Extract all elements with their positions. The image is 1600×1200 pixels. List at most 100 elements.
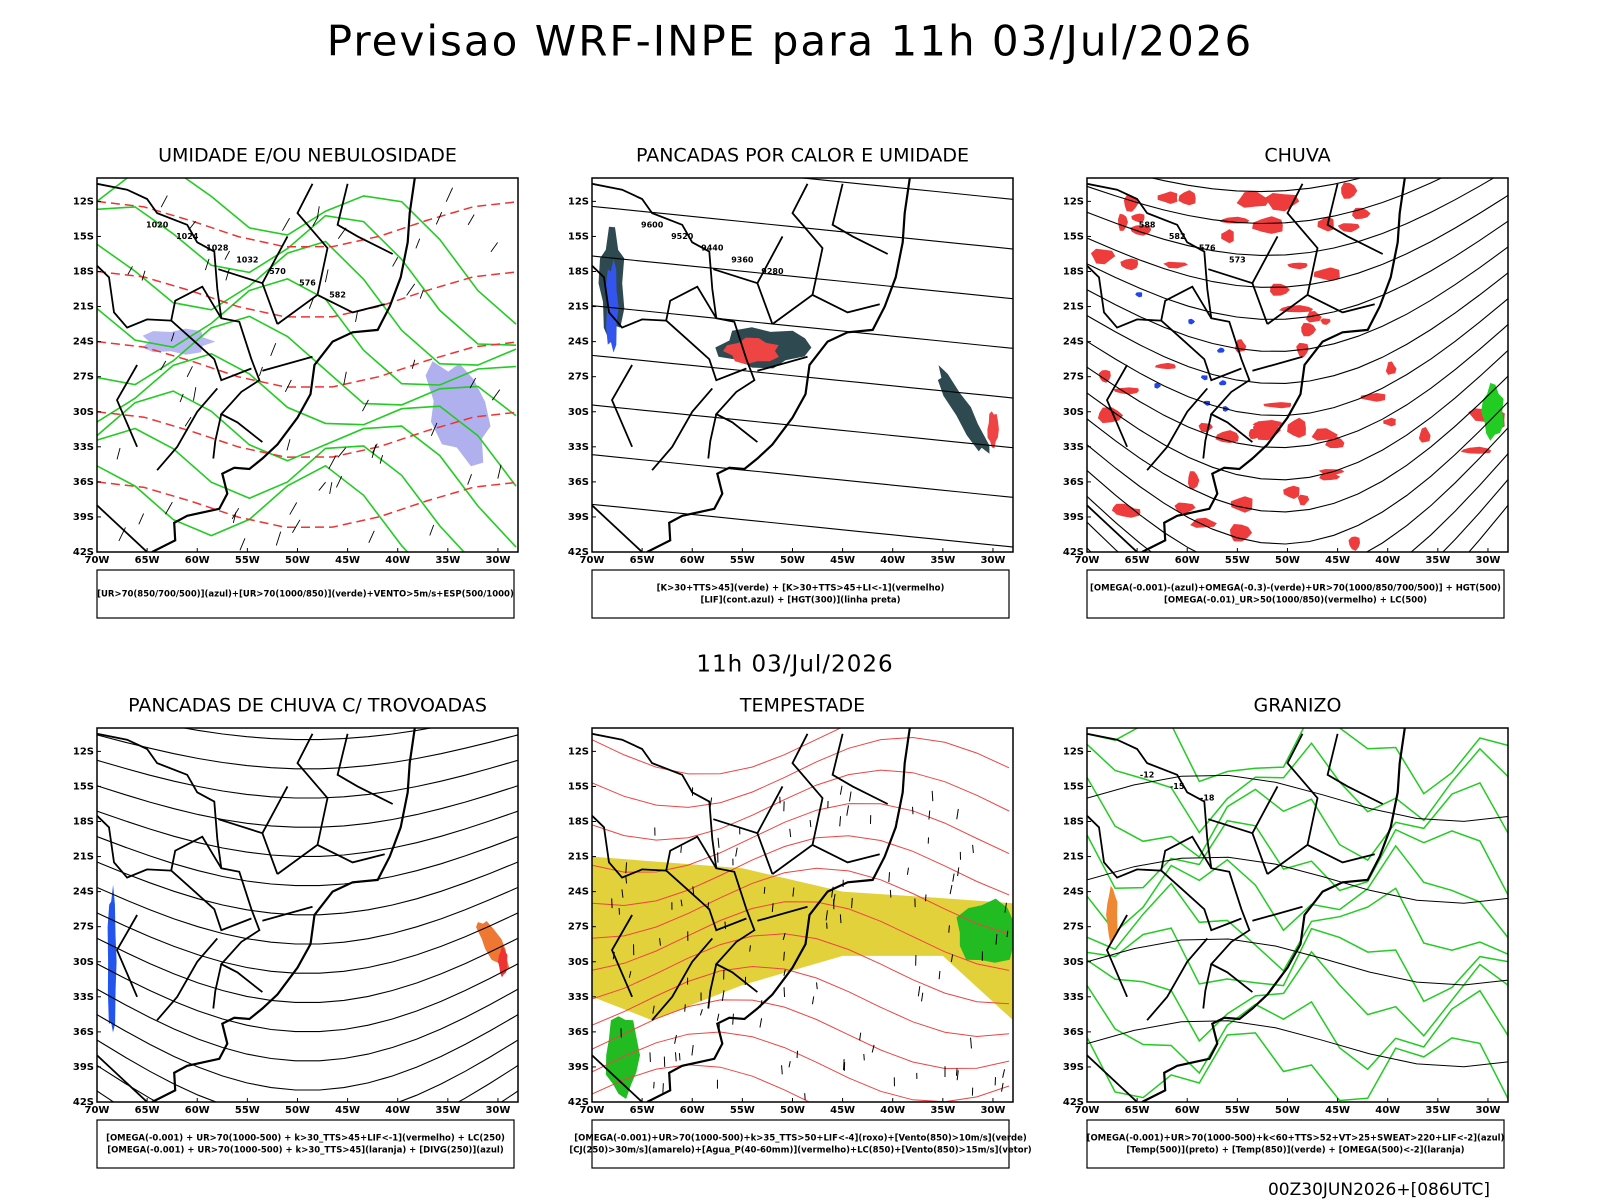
wind-vector [625, 862, 628, 874]
wind-vector [429, 524, 435, 536]
lat-label: 42S [1063, 547, 1084, 558]
border [757, 355, 808, 372]
rain-area [1320, 318, 1331, 325]
map-frame [591, 177, 1014, 553]
lat-label: 24S [568, 337, 589, 348]
streamline [97, 835, 518, 887]
rain-area [1283, 485, 1300, 499]
streamline [181, 728, 434, 741]
wind-vector [995, 933, 998, 945]
wind-vector [292, 519, 301, 533]
wind-vector [337, 447, 347, 458]
run-info: 00Z30JUN2026+[086UTC] [1268, 1180, 1490, 1200]
map [1087, 728, 1508, 1102]
border [713, 268, 774, 325]
wind-vector [328, 455, 337, 470]
rain-area [1252, 420, 1284, 427]
lat-label: 33S [73, 992, 94, 1003]
instability-area [605, 259, 619, 353]
wind-vector [948, 925, 950, 933]
legend-text: [OMEGA(-0.001) + UR>70(1000-500) + k>30_… [107, 1146, 504, 1156]
streamline-850 [592, 999, 1010, 1070]
humidity-contour [97, 390, 517, 548]
streamline [97, 1039, 518, 1102]
border [1251, 785, 1279, 834]
streamline [97, 734, 518, 770]
lon-label: 35W [435, 1105, 460, 1116]
legend-text: [K>30+TTS>45](verde) + [K>30+TTS>45+LI<-… [657, 584, 945, 594]
wind-vector [851, 897, 853, 909]
map [97, 178, 518, 552]
contour-label: 9520 [671, 232, 694, 241]
thickness-line [97, 411, 518, 458]
border [97, 265, 172, 329]
streamline-850 [592, 933, 1010, 1005]
rain-area [1135, 292, 1143, 298]
lat-label: 21S [568, 852, 589, 863]
coastline [646, 728, 911, 1102]
border [276, 183, 329, 325]
wind-vector [318, 481, 326, 491]
humidity-contour [97, 206, 517, 346]
wind-vector [957, 867, 960, 877]
panel-title: UMIDADE E/OU NEBULOSIDADE [158, 145, 457, 167]
lon-label: 65W [135, 555, 160, 566]
rain-area [1385, 361, 1397, 375]
contour-label: 573 [1229, 255, 1246, 264]
contour-label: 9280 [761, 267, 784, 276]
wind-vector [804, 1093, 806, 1101]
streamline [97, 912, 518, 974]
border [1266, 733, 1319, 875]
wind-vector [270, 342, 277, 357]
streamline-850 [592, 965, 1010, 1038]
streamline [1087, 297, 1508, 417]
rain-area [1188, 318, 1195, 325]
map [97, 728, 518, 1102]
humidity-area [142, 328, 216, 355]
rain-area [1341, 182, 1358, 199]
lon-label: 65W [1125, 1105, 1150, 1116]
rain-area [1098, 370, 1111, 383]
lat-label: 36S [568, 1027, 589, 1038]
lat-label: 42S [568, 547, 589, 558]
temp850-line [1087, 1032, 1508, 1102]
temp500-line [1087, 938, 1508, 986]
streamline [1087, 194, 1508, 288]
legend-text: [LIF](cont.azul) + [HGT(300)](linha pret… [700, 596, 900, 606]
wind-vector [179, 393, 184, 403]
legend-text: [OMEGA(-0.001) + UR>70(1000-500) + k>30_… [106, 1134, 505, 1144]
streamline-850 [592, 1064, 811, 1102]
wind-vector [759, 1018, 763, 1028]
map-frame [591, 727, 1014, 1103]
wind-vector [949, 884, 953, 895]
border [665, 285, 747, 382]
lat-label: 12S [568, 196, 589, 207]
legend-text: [CJ(250)>30m/s](amarelo)+[Agua_P(40-60mm… [569, 1146, 1031, 1156]
contour-label: 1024 [176, 232, 199, 241]
wind-vector [282, 217, 291, 231]
streamline-850 [592, 736, 1010, 808]
wind-vector [849, 791, 852, 802]
rain-area [1190, 517, 1217, 528]
instability-red [723, 337, 779, 365]
wind-vector [684, 1004, 686, 1012]
wind-vector [141, 270, 146, 281]
wind-vector [889, 889, 892, 898]
wind-vector [699, 1009, 703, 1016]
humidity-contour [97, 278, 517, 386]
border [317, 294, 385, 314]
lon-label: 40W [385, 1105, 410, 1116]
wind-vector [783, 969, 786, 976]
legend-box [1086, 569, 1505, 619]
lon-label: 70W [1075, 555, 1100, 566]
wind-vector [970, 1037, 972, 1049]
wind-vector [392, 257, 399, 267]
streamline [1087, 452, 1508, 552]
wind-vector [1001, 1082, 1004, 1092]
wind-vector [289, 502, 298, 515]
panel-title: PANCADAS DE CHUVA C/ TROVOADAS [128, 695, 487, 717]
wind-vector [652, 1005, 655, 1014]
wind-vector [445, 187, 453, 202]
rain-area [1301, 322, 1317, 337]
wind-vector [782, 932, 786, 941]
